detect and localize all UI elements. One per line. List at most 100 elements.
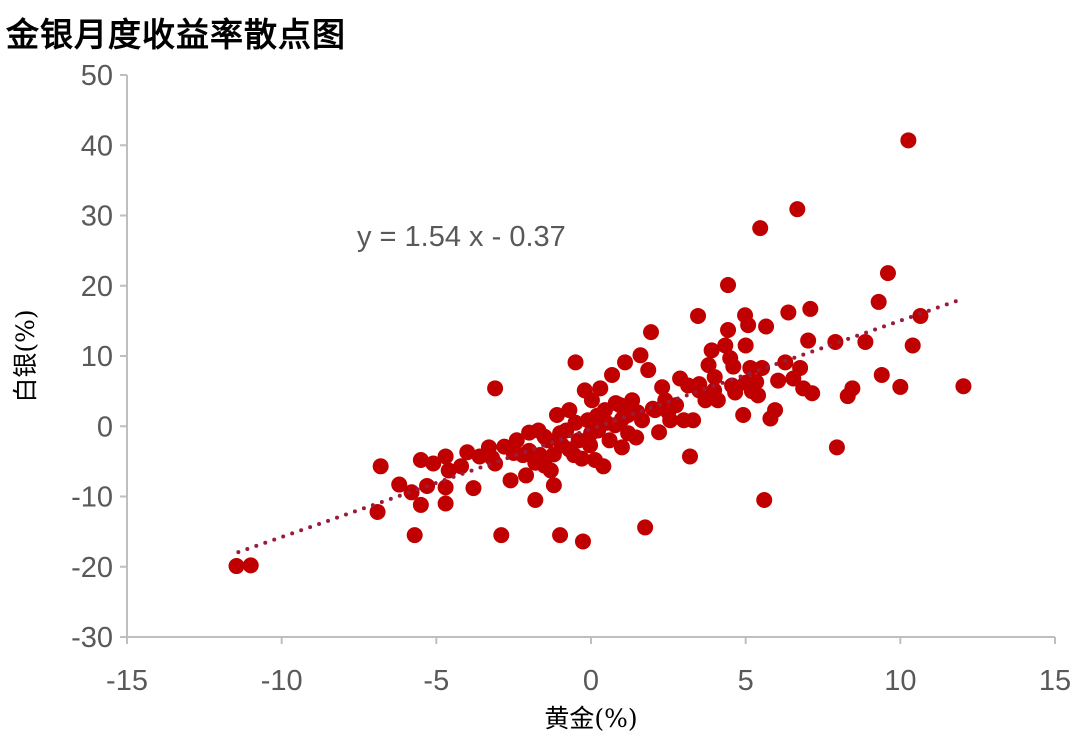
data-point: [844, 380, 861, 397]
data-point: [228, 558, 245, 575]
data-point: [735, 407, 752, 424]
axes: -30 -20 -10 0 10 20 30 40 50 -15 -10 -5 0 5 10 15: [71, 60, 1071, 697]
x-axis-label: 黄金(%): [544, 704, 637, 733]
data-point: [604, 366, 621, 383]
data-point: [536, 428, 553, 445]
data-point: [740, 317, 757, 334]
y-tick-label: -20: [71, 552, 113, 584]
trendline-equation: y = 1.54 x - 0.37: [357, 221, 566, 253]
data-point: [518, 467, 535, 484]
data-point: [758, 318, 775, 335]
data-point: [706, 369, 723, 386]
data-point: [412, 496, 429, 513]
data-point: [681, 448, 698, 465]
data-point: [725, 358, 742, 375]
data-point: [552, 527, 569, 544]
data-point: [613, 411, 630, 428]
data-point: [459, 444, 476, 461]
data-point: [743, 383, 760, 400]
data-point: [403, 484, 420, 501]
data-point: [484, 449, 501, 466]
y-tick-label: 30: [81, 201, 113, 233]
data-point: [792, 359, 809, 376]
data-point: [567, 354, 584, 371]
data-point: [437, 448, 454, 465]
data-point: [955, 378, 972, 395]
data-point: [780, 304, 797, 321]
data-point: [583, 392, 600, 409]
data-point: [552, 425, 569, 442]
data-point: [703, 342, 720, 359]
data-point: [752, 220, 769, 237]
data-point: [561, 441, 578, 458]
y-tick-label: 0: [97, 411, 113, 443]
data-point: [857, 333, 874, 350]
data-point: [640, 362, 657, 379]
chart-title: 金银月度收益率散点图: [6, 15, 346, 54]
data-point: [685, 412, 702, 429]
data-point: [800, 332, 817, 349]
data-point: [900, 132, 917, 149]
data-point: [521, 442, 538, 459]
data-point: [601, 432, 618, 449]
data-point: [624, 392, 641, 409]
x-tick-label: 5: [738, 665, 754, 697]
data-point: [487, 380, 504, 397]
data-point: [873, 366, 890, 383]
data-point: [242, 557, 259, 574]
data-point: [870, 293, 887, 310]
y-tick-label: 20: [81, 271, 113, 303]
data-point: [700, 357, 717, 374]
y-tick-label: 10: [81, 341, 113, 373]
data-point: [582, 437, 599, 454]
data-point: [892, 378, 909, 395]
data-point: [770, 372, 787, 389]
data-point: [502, 472, 519, 489]
data-point: [629, 404, 646, 421]
data-point: [493, 527, 510, 544]
data-point: [465, 480, 482, 497]
data-point: [412, 451, 429, 468]
data-point: [567, 414, 584, 431]
x-tick-label: -15: [106, 665, 148, 697]
data-point: [912, 307, 929, 324]
data-point: [589, 407, 606, 424]
data-point: [372, 458, 389, 475]
data-point: [879, 265, 896, 282]
data-point: [613, 439, 630, 456]
y-tick-label: -10: [71, 482, 113, 514]
data-point: [548, 407, 565, 424]
data-point: [727, 384, 744, 401]
data-point: [904, 337, 921, 354]
x-tick-label: 10: [884, 665, 916, 697]
data-point: [607, 395, 624, 412]
data-point: [527, 492, 544, 509]
data-point: [406, 527, 423, 544]
data-point: [756, 492, 773, 509]
data-point: [632, 347, 649, 364]
data-point: [453, 458, 470, 475]
data-point: [828, 439, 845, 456]
data-point: [717, 337, 734, 354]
y-tick-label: -30: [71, 622, 113, 654]
data-point: [644, 400, 661, 417]
data-point: [437, 495, 454, 512]
data-point: [742, 359, 759, 376]
data-point: [391, 476, 408, 493]
data-point: [545, 477, 562, 494]
data-point: [789, 201, 806, 218]
data-point: [545, 446, 562, 463]
data-point: [542, 462, 559, 479]
x-tick-label: 0: [583, 665, 599, 697]
data-point: [425, 455, 442, 472]
data-point: [637, 519, 654, 536]
data-point: [592, 380, 609, 397]
data-point: [660, 404, 677, 421]
x-tick-label: -10: [261, 665, 303, 697]
data-point: [369, 503, 386, 520]
x-tick-label: 15: [1039, 665, 1071, 697]
data-point: [804, 385, 821, 402]
data-point: [654, 379, 671, 396]
x-tick-label: -5: [423, 665, 449, 697]
